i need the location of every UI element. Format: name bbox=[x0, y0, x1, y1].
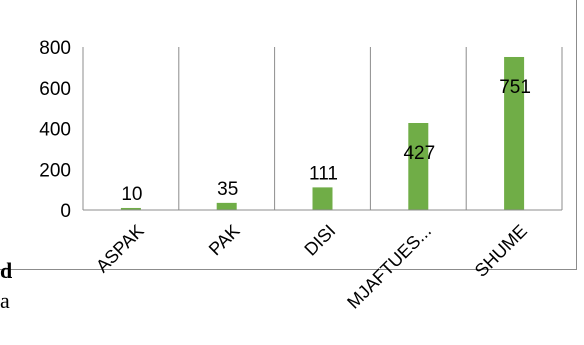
y-tick-label: 0 bbox=[60, 201, 71, 222]
category-label: SHUME bbox=[471, 221, 531, 281]
y-tick-label: 400 bbox=[39, 120, 71, 141]
bar bbox=[120, 207, 141, 210]
category-label: PAK bbox=[205, 221, 244, 260]
data-label: 35 bbox=[217, 179, 238, 200]
chart-frame bbox=[0, 0, 577, 270]
category-label: ASPAK bbox=[92, 221, 148, 277]
y-tick-label: 200 bbox=[39, 160, 71, 181]
y-tick-label: 800 bbox=[39, 38, 71, 59]
category-label: MJAFTUES... bbox=[343, 221, 435, 313]
bar bbox=[504, 56, 525, 210]
stray-text-bold: d bbox=[0, 258, 13, 283]
stray-text: a bbox=[0, 288, 10, 313]
bar bbox=[312, 187, 333, 210]
category-label: DISI bbox=[300, 221, 339, 260]
data-label: 10 bbox=[121, 184, 142, 205]
bar bbox=[216, 202, 237, 210]
bar bbox=[408, 122, 429, 210]
data-label: 427 bbox=[403, 143, 435, 164]
y-tick-label: 600 bbox=[39, 79, 71, 100]
data-label: 751 bbox=[499, 77, 531, 98]
data-label: 111 bbox=[309, 163, 338, 184]
